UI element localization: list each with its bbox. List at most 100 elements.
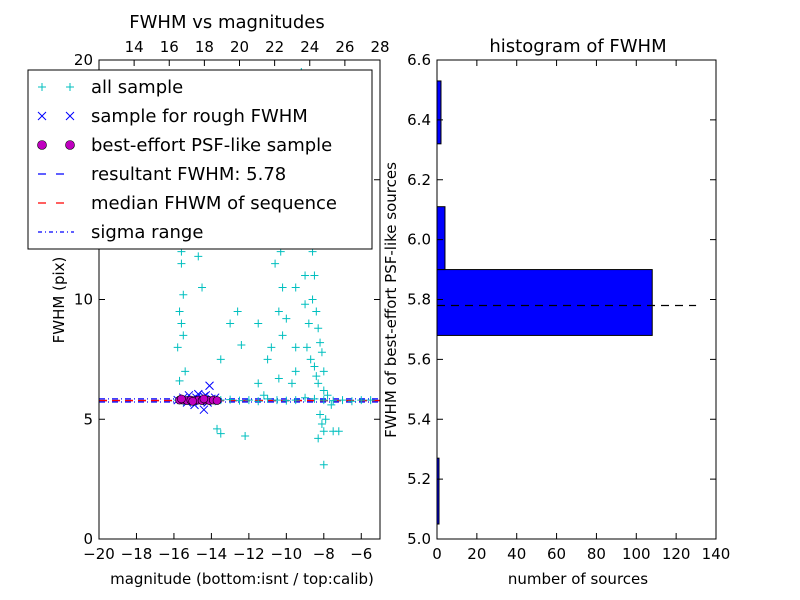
all-sample-point bbox=[301, 393, 310, 402]
scatter-x-ticks: −20 −18 −16 −14 −12 −10 −8 −6 bbox=[83, 533, 372, 563]
all-sample-point bbox=[329, 396, 338, 405]
legend-entry: sample for rough FWHM bbox=[37, 106, 308, 127]
x-tick-label: −18 bbox=[121, 545, 153, 563]
all-sample-point bbox=[317, 348, 326, 357]
histogram-bar bbox=[436, 80, 442, 145]
psf-like-point bbox=[212, 396, 222, 405]
y-tick-label: 5.6 bbox=[407, 350, 431, 368]
all-sample-point bbox=[216, 355, 225, 364]
legend-label: all sample bbox=[91, 77, 183, 98]
x-tick-label: −6 bbox=[350, 545, 372, 563]
all-sample-point bbox=[312, 307, 321, 316]
x-tick-label: 140 bbox=[702, 545, 731, 563]
all-sample-point bbox=[310, 271, 319, 280]
y-tick-label: 6.0 bbox=[407, 231, 431, 249]
all-sample-point bbox=[263, 355, 272, 364]
all-sample-point bbox=[254, 397, 263, 406]
all-sample-point bbox=[177, 259, 186, 268]
all-sample-point bbox=[175, 376, 184, 385]
all-sample-point bbox=[319, 427, 328, 436]
legend-label: median FHWM of sequence bbox=[91, 193, 337, 214]
all-sample-point bbox=[314, 434, 323, 443]
x-tick-label: −14 bbox=[196, 545, 228, 563]
all-sample-point bbox=[267, 343, 276, 352]
top-x-tick-label: 14 bbox=[125, 38, 144, 56]
scatter-marks bbox=[99, 67, 380, 469]
x-tick-label: −20 bbox=[83, 545, 115, 563]
y-tick-label: 6.2 bbox=[407, 171, 431, 189]
legend-label: sample for rough FWHM bbox=[91, 106, 308, 127]
psf-like-point bbox=[199, 394, 209, 404]
all-sample-point bbox=[317, 420, 326, 429]
legend-marker bbox=[65, 111, 75, 121]
legend-entry: resultant FWHM: 5.78 bbox=[38, 164, 286, 185]
y-tick-label: 5.0 bbox=[407, 530, 431, 548]
all-sample-point bbox=[226, 319, 235, 328]
all-sample-point bbox=[314, 324, 323, 333]
y-tick-label: 6.6 bbox=[407, 51, 431, 69]
all-sample-point bbox=[319, 396, 328, 405]
all-sample-point bbox=[181, 367, 190, 376]
scatter-x-axis-label: magnitude (bottom:isnt / top:calib) bbox=[110, 570, 374, 588]
all-sample-point bbox=[278, 331, 287, 340]
histogram-x-axis-label: number of sources bbox=[508, 570, 648, 588]
x-tick-label: −12 bbox=[233, 545, 265, 563]
legend-marker bbox=[37, 111, 47, 121]
all-sample-point bbox=[347, 397, 356, 406]
all-sample-point bbox=[173, 343, 182, 352]
top-x-tick-label: 16 bbox=[160, 38, 179, 56]
legend-marker bbox=[65, 140, 75, 150]
all-sample-point bbox=[175, 307, 184, 316]
x-tick-label: 120 bbox=[662, 545, 691, 563]
y-tick-label: 20 bbox=[74, 51, 93, 69]
x-tick-label: −16 bbox=[158, 545, 190, 563]
all-sample-point bbox=[282, 396, 291, 405]
all-sample-point bbox=[316, 410, 325, 419]
all-sample-point bbox=[198, 283, 207, 292]
all-sample-point bbox=[316, 338, 325, 347]
all-sample-point bbox=[274, 307, 283, 316]
scatter-legend: all sample sample for rough FWHM best-effo… bbox=[27, 69, 373, 250]
top-x-tick-label: 20 bbox=[230, 38, 249, 56]
all-sample-point bbox=[263, 394, 272, 403]
legend-marker bbox=[37, 140, 47, 150]
all-sample-point bbox=[308, 295, 317, 304]
histogram-marks bbox=[436, 80, 697, 525]
rough-fwhm-point bbox=[205, 381, 214, 391]
all-sample-point bbox=[237, 341, 246, 350]
all-sample-point bbox=[233, 307, 242, 316]
legend-box bbox=[27, 69, 373, 250]
all-sample-point bbox=[235, 396, 244, 405]
histogram-y-ticks: 5.0 5.2 5.4 5.6 5.8 6.0 6.2 6.4 6.6 bbox=[407, 51, 716, 548]
x-tick-label: 20 bbox=[467, 545, 486, 563]
top-x-tick-label: 26 bbox=[335, 38, 354, 56]
legend-marker bbox=[38, 83, 46, 91]
all-sample-point bbox=[312, 372, 321, 381]
legend-label: sigma range bbox=[91, 222, 203, 243]
histogram-chart: histogram of FWHM 0 20 40 60 80 100 120 140 5.0… bbox=[382, 36, 730, 588]
all-sample-point bbox=[179, 331, 188, 340]
all-sample-point bbox=[357, 396, 366, 405]
histogram-x-ticks: 0 20 40 60 80 100 120 140 bbox=[432, 60, 730, 563]
top-x-tick-label: 24 bbox=[300, 38, 319, 56]
all-sample-point bbox=[314, 379, 323, 388]
legend-label: resultant FWHM: 5.78 bbox=[91, 164, 286, 185]
all-sample-point bbox=[274, 374, 283, 383]
scatter-chart: FWHM vs magnitudes −20 −18 −16 −14 −12 −10 −8−… bbox=[27, 12, 390, 588]
all-sample-point bbox=[327, 400, 336, 409]
all-sample-point bbox=[177, 319, 186, 328]
all-sample-point bbox=[287, 379, 296, 388]
legend-label: best-effort PSF-like sample bbox=[91, 135, 332, 156]
all-sample-point bbox=[194, 252, 203, 261]
y-tick-label: 5.2 bbox=[407, 470, 431, 488]
all-sample-point bbox=[319, 386, 328, 395]
all-sample-point bbox=[291, 396, 300, 405]
psf-like-point bbox=[177, 394, 186, 404]
histogram-chart-title: histogram of FWHM bbox=[489, 36, 666, 57]
scatter-top-x-ticks: 14 16 18 20 22 24 26 28 bbox=[125, 38, 390, 66]
all-sample-point bbox=[259, 391, 268, 400]
x-tick-label: 80 bbox=[587, 545, 606, 563]
all-sample-point bbox=[319, 367, 328, 376]
scatter-chart-title: FWHM vs magnitudes bbox=[129, 12, 324, 33]
